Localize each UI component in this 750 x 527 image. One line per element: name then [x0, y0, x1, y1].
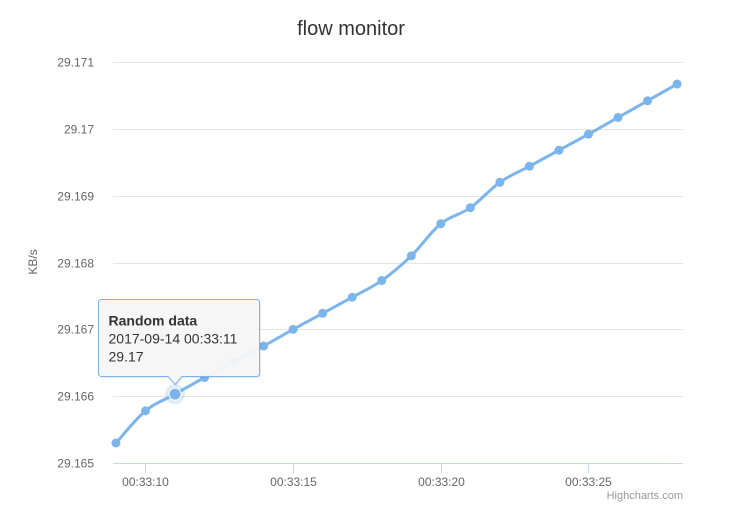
y-tick-label: 29.17	[64, 123, 94, 137]
y-tick-label: 29.169	[57, 190, 94, 204]
x-tick-label: 00:33:15	[270, 475, 317, 489]
tooltip-timestamp: 2017-09-14 00:33:11	[109, 331, 238, 347]
data-point	[111, 438, 121, 448]
data-point	[140, 406, 150, 416]
data-point	[583, 129, 593, 139]
y-tick-label: 29.166	[57, 390, 94, 404]
data-point	[347, 292, 357, 302]
data-point	[554, 145, 564, 155]
data-point	[377, 276, 387, 286]
data-point	[288, 324, 298, 334]
data-point	[465, 203, 475, 213]
credits-link[interactable]: Highcharts.com	[607, 490, 683, 502]
tooltip-value: 29.17	[109, 349, 144, 365]
x-tick-label: 00:33:10	[122, 475, 169, 489]
y-tick-label: 29.168	[57, 257, 94, 271]
x-tick-label: 00:33:20	[418, 475, 465, 489]
data-point	[524, 161, 534, 171]
data-point	[643, 96, 653, 106]
y-tick-label: 29.167	[57, 323, 94, 337]
data-point	[318, 308, 328, 318]
y-axis-ticks: 29.165 29.166 29.167 29.168 29.169 29.17 29.17…	[57, 56, 94, 471]
data-point	[672, 79, 682, 89]
tooltip-series-name: Random data	[109, 313, 198, 329]
y-tick-label: 29.165	[57, 457, 94, 471]
data-point	[436, 219, 446, 229]
data-point	[495, 177, 505, 187]
x-tick-label: 00:33:25	[565, 475, 612, 489]
data-point	[259, 341, 269, 351]
data-point	[406, 251, 416, 261]
chart-title: flow monitor	[297, 18, 405, 40]
data-point-hovered	[168, 387, 182, 401]
x-axis: 00:33:10 00:33:15 00:33:20 00:33:25	[113, 463, 683, 489]
data-point	[613, 112, 623, 122]
tooltip: Random data 2017-09-14 00:33:11 29.17	[98, 299, 261, 386]
y-axis-label: KB/s	[26, 249, 40, 274]
y-tick-label: 29.171	[57, 56, 94, 70]
tooltip-box	[98, 299, 260, 386]
